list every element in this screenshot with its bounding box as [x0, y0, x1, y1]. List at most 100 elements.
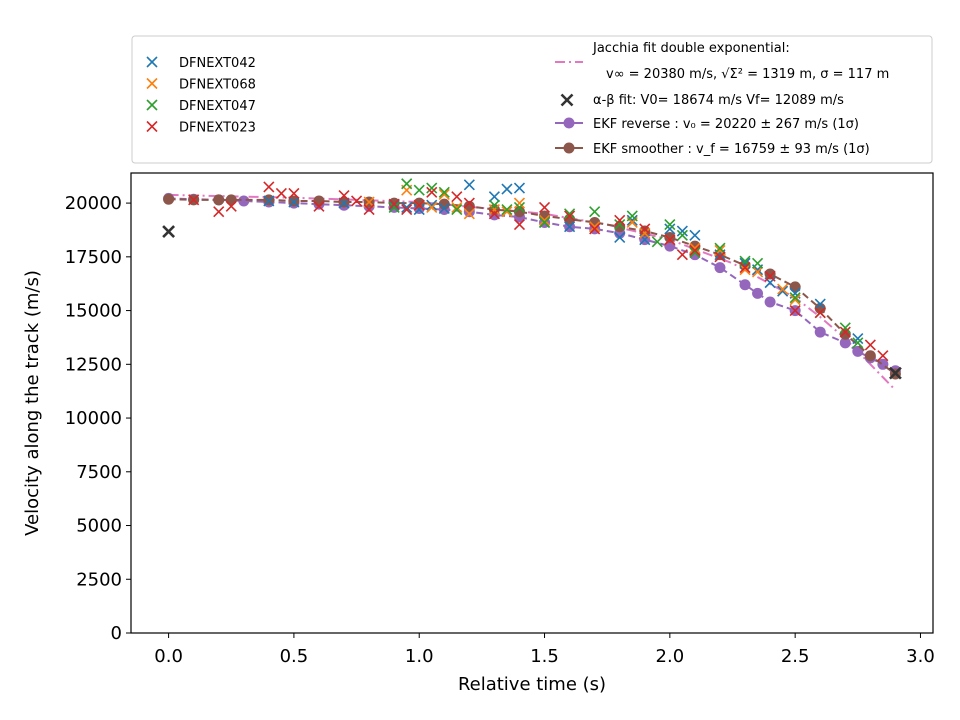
observation-point	[438, 202, 450, 215]
marker-stroke	[751, 257, 764, 269]
marker-stroke	[751, 266, 764, 278]
observation-point	[488, 203, 500, 216]
observation-point	[213, 206, 225, 218]
observation-point	[589, 223, 601, 235]
observation-point	[676, 229, 688, 241]
legend-marker	[563, 117, 575, 129]
marker-stroke	[852, 332, 864, 345]
legend-label: v∞ = 20380 m/s, √Σ² = 1319 m, σ = 117 m	[606, 67, 889, 82]
observation-point	[263, 195, 275, 207]
observation-point	[513, 201, 526, 213]
x-axis-label: Relative time (s)	[458, 674, 606, 695]
marker-stroke	[501, 183, 513, 195]
marker-stroke	[438, 186, 450, 198]
marker-stroke	[777, 283, 789, 295]
marker-stroke	[275, 187, 287, 199]
observation-point	[676, 249, 688, 261]
ekf-point	[752, 287, 764, 299]
observation-point	[852, 332, 864, 345]
marker-stroke	[401, 178, 413, 190]
observation-point	[338, 190, 350, 202]
marker-stroke	[388, 201, 400, 213]
x-tick-label: 3.0	[906, 646, 935, 667]
observation-point	[614, 231, 626, 244]
marker-stroke	[513, 201, 526, 213]
y-axis: 0 2500 5000 7500 10000 12500 15000 17500 20000	[65, 193, 131, 644]
observation-point	[814, 307, 826, 319]
marker-stroke	[664, 234, 676, 246]
observation-point	[639, 227, 651, 239]
observation-point	[689, 242, 701, 254]
ekf-point	[714, 262, 726, 274]
marker-stroke	[789, 292, 801, 304]
marker-stroke	[888, 366, 902, 380]
marker-stroke	[451, 191, 463, 203]
y-tick-label: 15000	[65, 301, 122, 322]
observation-point	[513, 197, 526, 209]
observation-point	[451, 203, 463, 216]
marker-stroke	[789, 294, 801, 306]
observation-point	[438, 188, 450, 201]
marker-stroke	[501, 203, 513, 216]
ekf-point	[839, 337, 851, 349]
observation-point	[401, 203, 413, 216]
marker-stroke	[313, 200, 325, 212]
observation-point	[488, 208, 500, 220]
legend-label: α-β fit: V0= 18674 m/s Vf= 12089 m/s	[593, 93, 844, 108]
marker-stroke	[764, 270, 776, 282]
marker-stroke	[614, 214, 626, 226]
y-tick-label: 12500	[65, 354, 122, 375]
marker-stroke	[789, 305, 801, 317]
observation-point	[664, 223, 676, 235]
marker-stroke	[513, 197, 526, 209]
observation-point	[513, 219, 526, 231]
observation-point	[451, 201, 463, 213]
observation-point	[350, 195, 363, 207]
marker-stroke	[513, 182, 526, 194]
observation-point	[751, 266, 764, 278]
observation-point	[564, 208, 576, 220]
observation-point	[288, 196, 300, 208]
marker-stroke	[814, 298, 826, 310]
observation-point	[463, 179, 475, 191]
marker-stroke	[689, 229, 701, 241]
marker-stroke	[213, 206, 225, 218]
observation-point	[639, 223, 651, 235]
marker-stroke	[438, 202, 450, 215]
ekf-point	[614, 221, 626, 233]
observation-point	[538, 214, 551, 226]
marker-stroke	[488, 203, 500, 216]
observation-point	[751, 257, 764, 269]
observation-point	[538, 216, 551, 229]
observation-point	[689, 229, 701, 241]
ekf-point	[764, 296, 776, 308]
marker-stroke	[463, 197, 475, 209]
marker-stroke	[538, 214, 551, 226]
y-tick-label: 7500	[76, 462, 122, 483]
marker-stroke	[288, 187, 300, 199]
marker-stroke	[146, 77, 158, 90]
marker-stroke	[426, 201, 438, 213]
observation-point	[313, 200, 325, 212]
observation-point	[614, 219, 626, 231]
y-tick-label: 5000	[76, 516, 122, 537]
marker-stroke	[188, 194, 200, 206]
marker-stroke	[839, 322, 851, 334]
ekf-point	[739, 259, 751, 271]
observation-point	[501, 203, 513, 216]
x-tick-label: 0.0	[154, 646, 183, 667]
observation-point	[877, 350, 889, 362]
observation-point	[714, 242, 726, 254]
y-tick-label: 17500	[65, 247, 122, 268]
marker-stroke	[538, 201, 551, 213]
legend-label: DFNEXT042	[179, 56, 256, 71]
marker-stroke	[664, 223, 676, 235]
x-tick-label: 1.5	[530, 646, 559, 667]
marker-stroke	[714, 251, 726, 263]
marker-stroke	[639, 223, 651, 235]
observation-point	[426, 186, 438, 198]
marker-stroke	[513, 219, 526, 231]
observation-point	[188, 194, 200, 206]
marker-stroke	[388, 198, 400, 210]
